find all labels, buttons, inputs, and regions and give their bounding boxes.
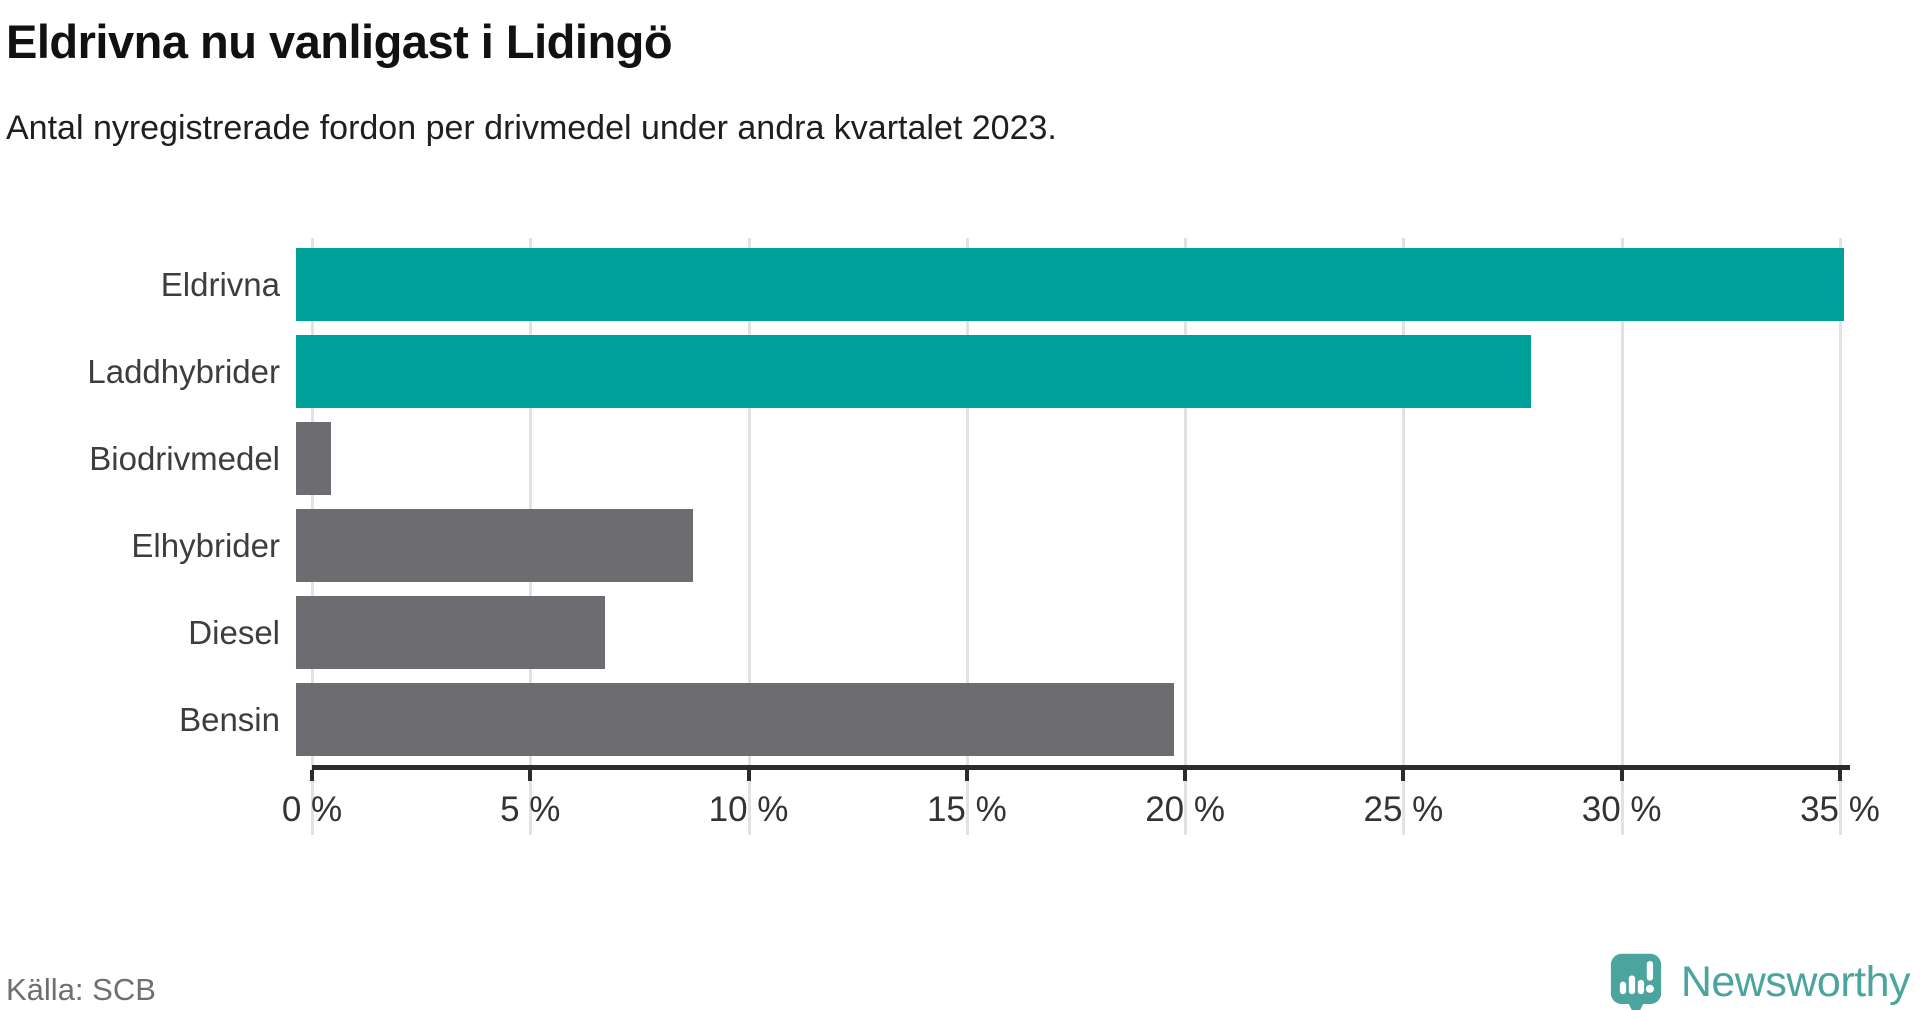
bar-row: Laddhybrider [0,335,1920,408]
gridline [747,238,751,835]
x-axis-tick [1837,770,1842,781]
chart-subtitle: Antal nyregistrerade fordon per drivmede… [6,109,1057,147]
row-plot [296,596,1850,669]
x-axis-tick [964,770,969,781]
bar-chart: Eldrivna Laddhybrider Biodrivmedel Elhybrid… [0,238,1920,835]
brand-name: Newsworthy [1680,957,1911,1006]
x-axis-tick [1183,770,1188,781]
row-plot [296,509,1850,582]
x-axis-tick-label: 20 % [1145,790,1225,829]
x-axis-tick-label: 0 % [281,790,343,829]
bar-row: Eldrivna [0,248,1920,321]
category-label: Eldrivna [160,265,280,303]
row-plot [296,248,1850,321]
page-title: Eldrivna nu vanligast i Lidingö [6,15,673,68]
category-label: Diesel [188,613,280,651]
x-axis-tick [310,770,314,781]
x-axis: 0 % 5 % 10 % 15 % 20 % 25 % 30 % 35 % [282,765,1880,835]
gridline [965,238,969,835]
newsworthy-speech-bubble-chart-icon [1610,953,1661,1010]
x-axis-tick-label: 10 % [708,790,789,829]
source-note: Källa: SCB [6,972,156,1007]
category-label: Biodrivmedel [89,439,280,477]
category-label: Laddhybrider [87,352,280,390]
row-plot [296,683,1850,756]
category-label: Elhybrider [131,526,280,564]
x-axis-tick-label: 35 % [1800,790,1880,829]
brand-lockup: Newsworthy [1609,952,1911,1010]
bar-laddhybrider [296,335,1532,408]
x-axis-tick [746,770,751,781]
footer: Källa: SCB Newsworthy [0,946,1920,1010]
x-axis-tick-label: 15 % [926,790,1007,829]
x-axis-tick [1401,770,1406,781]
x-axis-tick [528,770,533,781]
x-axis-tick-label: 30 % [1581,790,1662,829]
gridline [1620,238,1624,835]
bar-row: Biodrivmedel [0,422,1920,495]
bar-rows: Eldrivna Laddhybrider Biodrivmedel Elhybrid… [0,238,1920,765]
x-axis-tick-label: 25 % [1363,790,1444,829]
bar-row: Elhybrider [0,509,1920,582]
category-label: Bensin [179,700,280,738]
bar-elhybrider [296,509,693,582]
row-plot [296,422,1850,495]
bar-diesel [296,596,605,669]
gridline [1402,238,1406,835]
bar-biodrivmedel [296,422,332,495]
gridline [1838,238,1842,835]
row-plot [296,335,1850,408]
bar-row: Bensin [0,683,1920,756]
bar-eldrivna [296,248,1845,321]
x-axis-tick [1619,770,1624,781]
bar-row: Diesel [0,596,1920,669]
x-axis-tick-label: 5 % [500,790,561,829]
gridline [1184,238,1188,835]
bar-bensin [296,683,1174,756]
